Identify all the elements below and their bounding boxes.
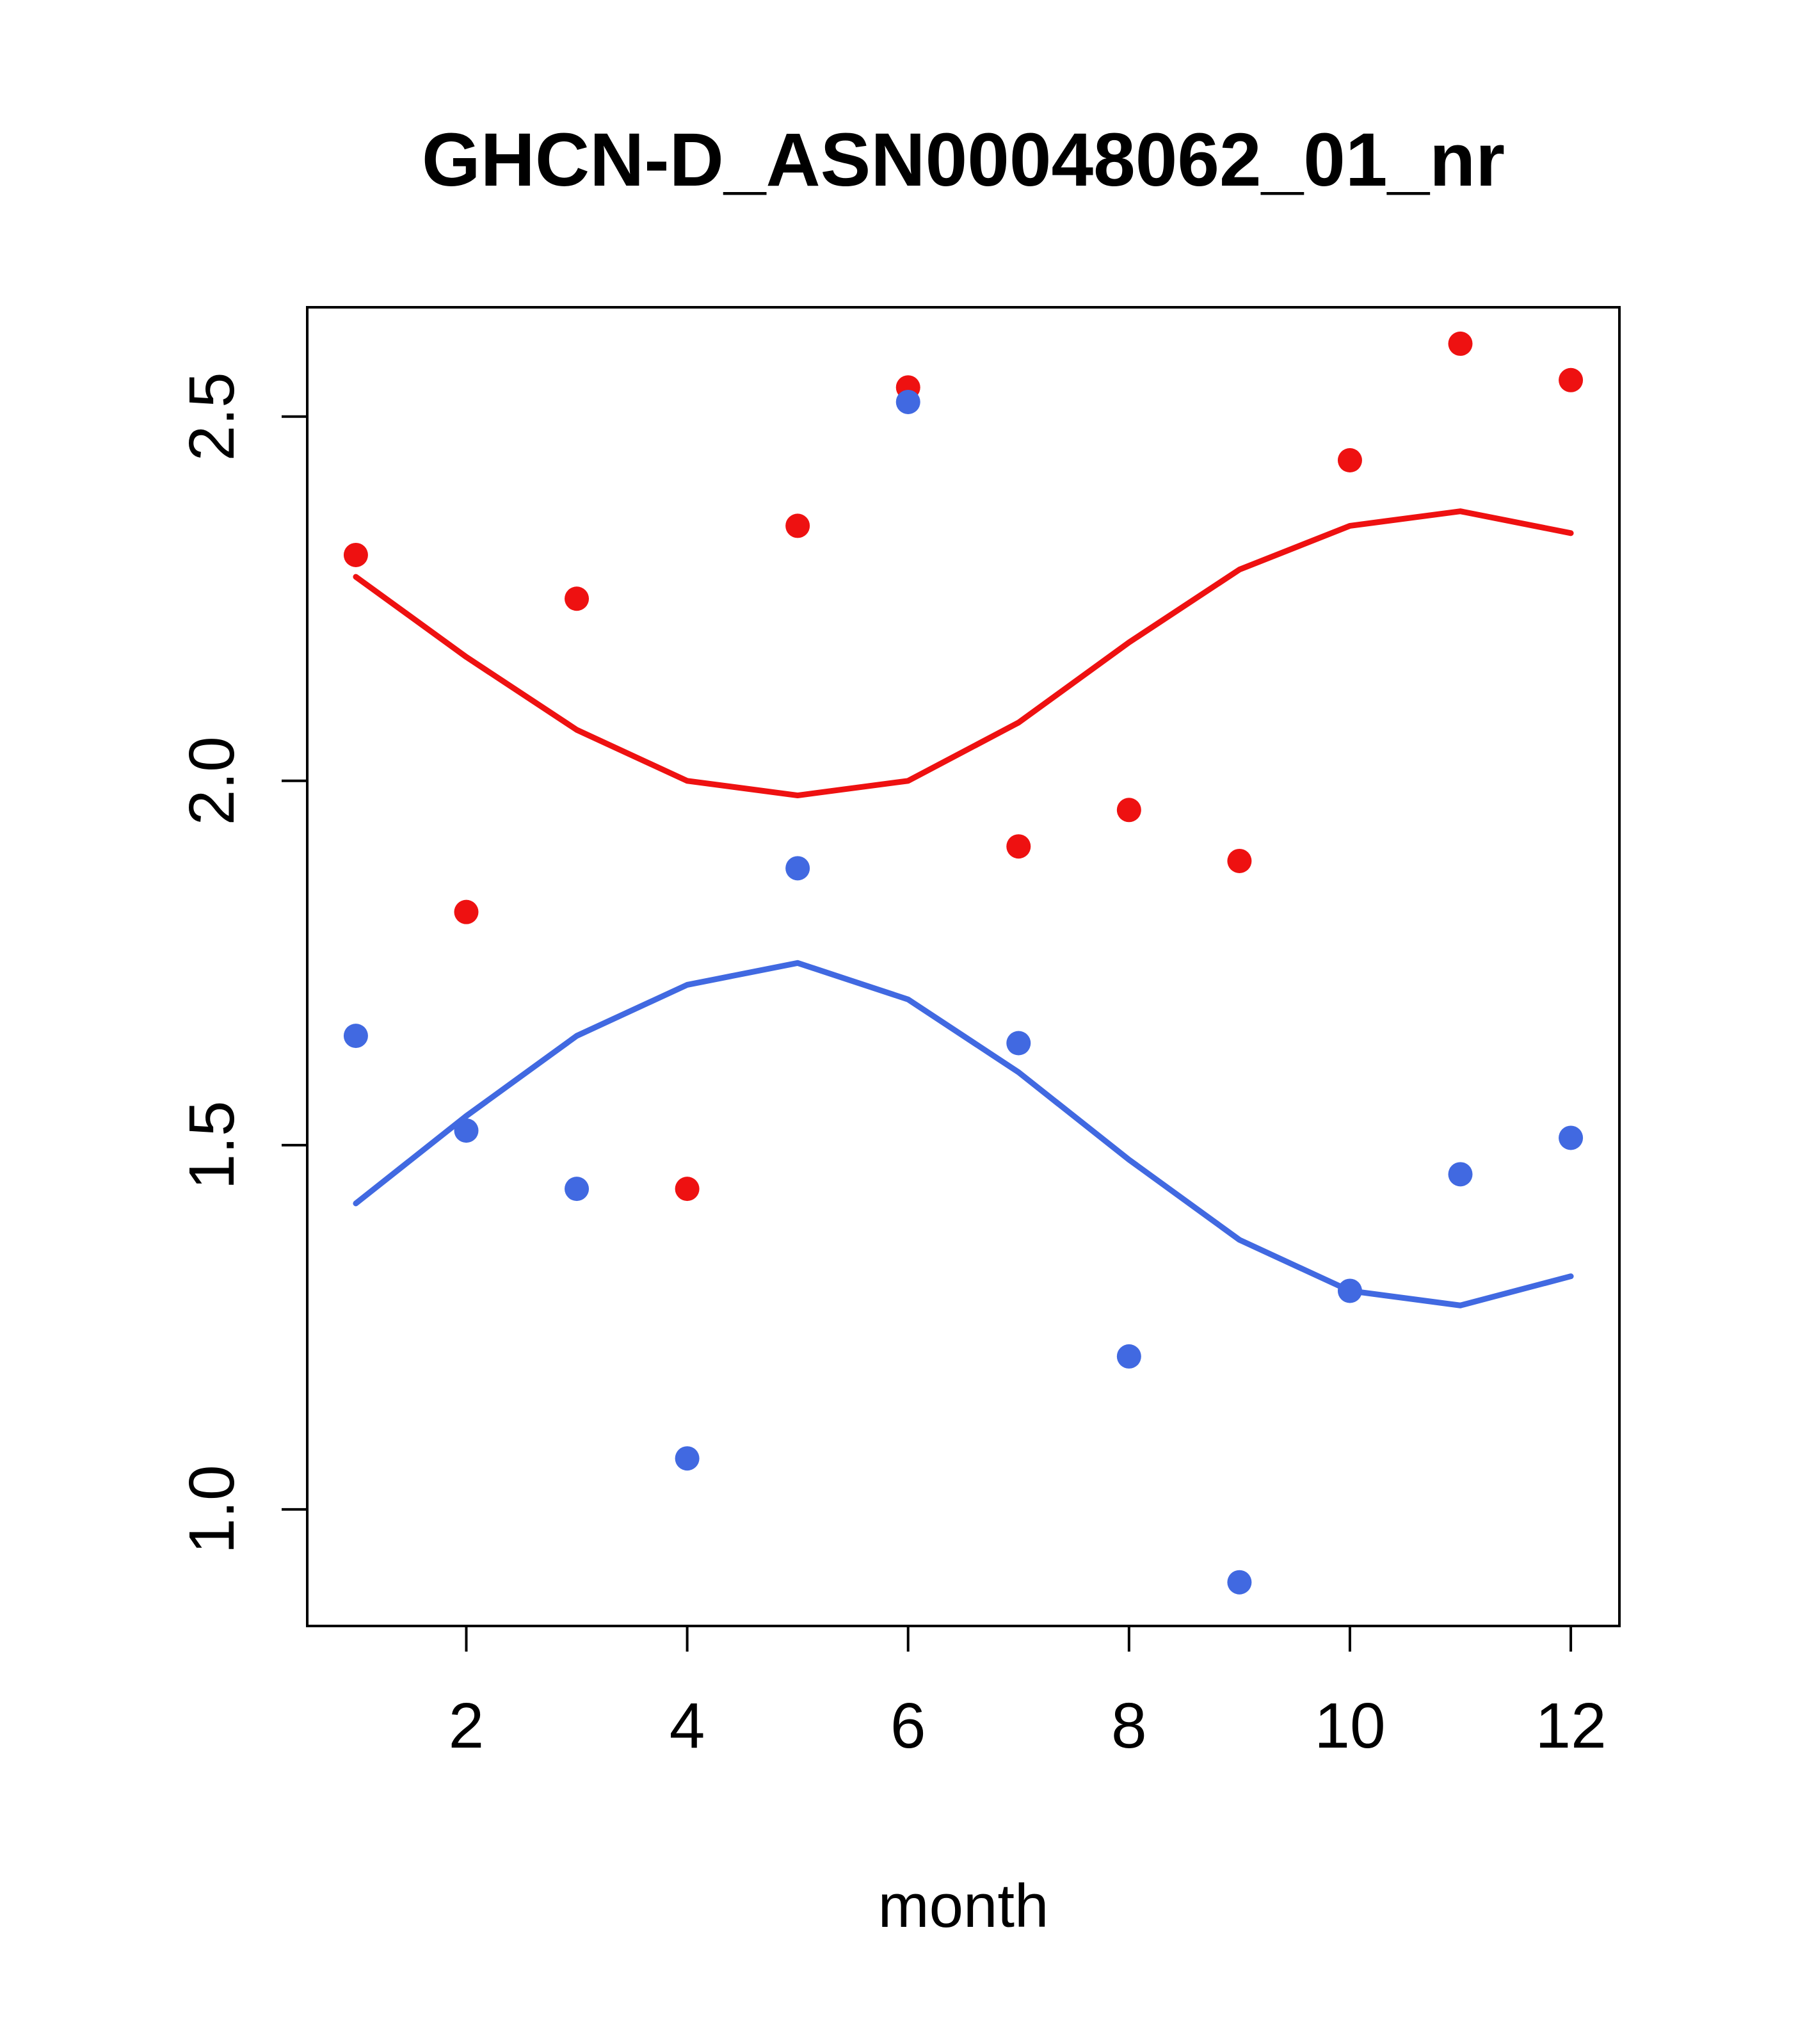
y-tick-label: 2.5 — [176, 372, 248, 461]
blue-points-marker — [1448, 1162, 1473, 1187]
plot-border — [306, 306, 1621, 1627]
red-points-marker — [343, 542, 368, 567]
blue-points-marker — [1006, 1031, 1031, 1056]
red-points-marker — [1337, 448, 1362, 473]
x-tick-label: 2 — [449, 1690, 485, 1762]
x-tick-label: 6 — [890, 1690, 926, 1762]
y-tick-label: 1.0 — [176, 1465, 248, 1554]
y-tick-label: 2.0 — [176, 736, 248, 825]
blue-points-marker — [454, 1118, 479, 1143]
red-points-marker — [565, 586, 590, 611]
plot-area: 2 4 6 8 10 12 1.0 1.5 2.0 2.5 — [176, 306, 1621, 1762]
blue-points-marker — [785, 856, 810, 881]
red-points-marker — [1227, 848, 1252, 873]
red-points-marker — [454, 899, 479, 924]
x-axis-label: month — [878, 1872, 1049, 1940]
blue-points-marker — [675, 1446, 700, 1471]
blue-points-marker — [895, 389, 920, 414]
x-tick-label: 12 — [1535, 1690, 1606, 1762]
blue-points-marker — [1337, 1278, 1362, 1303]
y-tick-label: 1.5 — [176, 1100, 248, 1189]
red-points-marker — [785, 513, 810, 538]
blue-points-marker — [343, 1024, 368, 1049]
blue-points-marker — [1559, 1125, 1584, 1150]
x-tick-label: 4 — [670, 1690, 705, 1762]
red-smooth-line — [353, 508, 1574, 799]
chart-title: GHCN-D_ASN00048062_01_nr — [422, 118, 1505, 202]
blue-points-marker — [565, 1177, 590, 1202]
blue-points-marker — [1227, 1570, 1252, 1595]
red-points-marker — [1116, 798, 1141, 823]
blue-points-marker — [1116, 1344, 1141, 1369]
blue-smooth-line — [353, 960, 1574, 1308]
x-tick-label: 10 — [1314, 1690, 1385, 1762]
x-tick-label: 8 — [1111, 1690, 1147, 1762]
red-points-marker — [1559, 367, 1584, 392]
red-points-marker — [1448, 331, 1473, 356]
red-points-marker — [675, 1177, 700, 1202]
red-points-marker — [1006, 834, 1031, 859]
